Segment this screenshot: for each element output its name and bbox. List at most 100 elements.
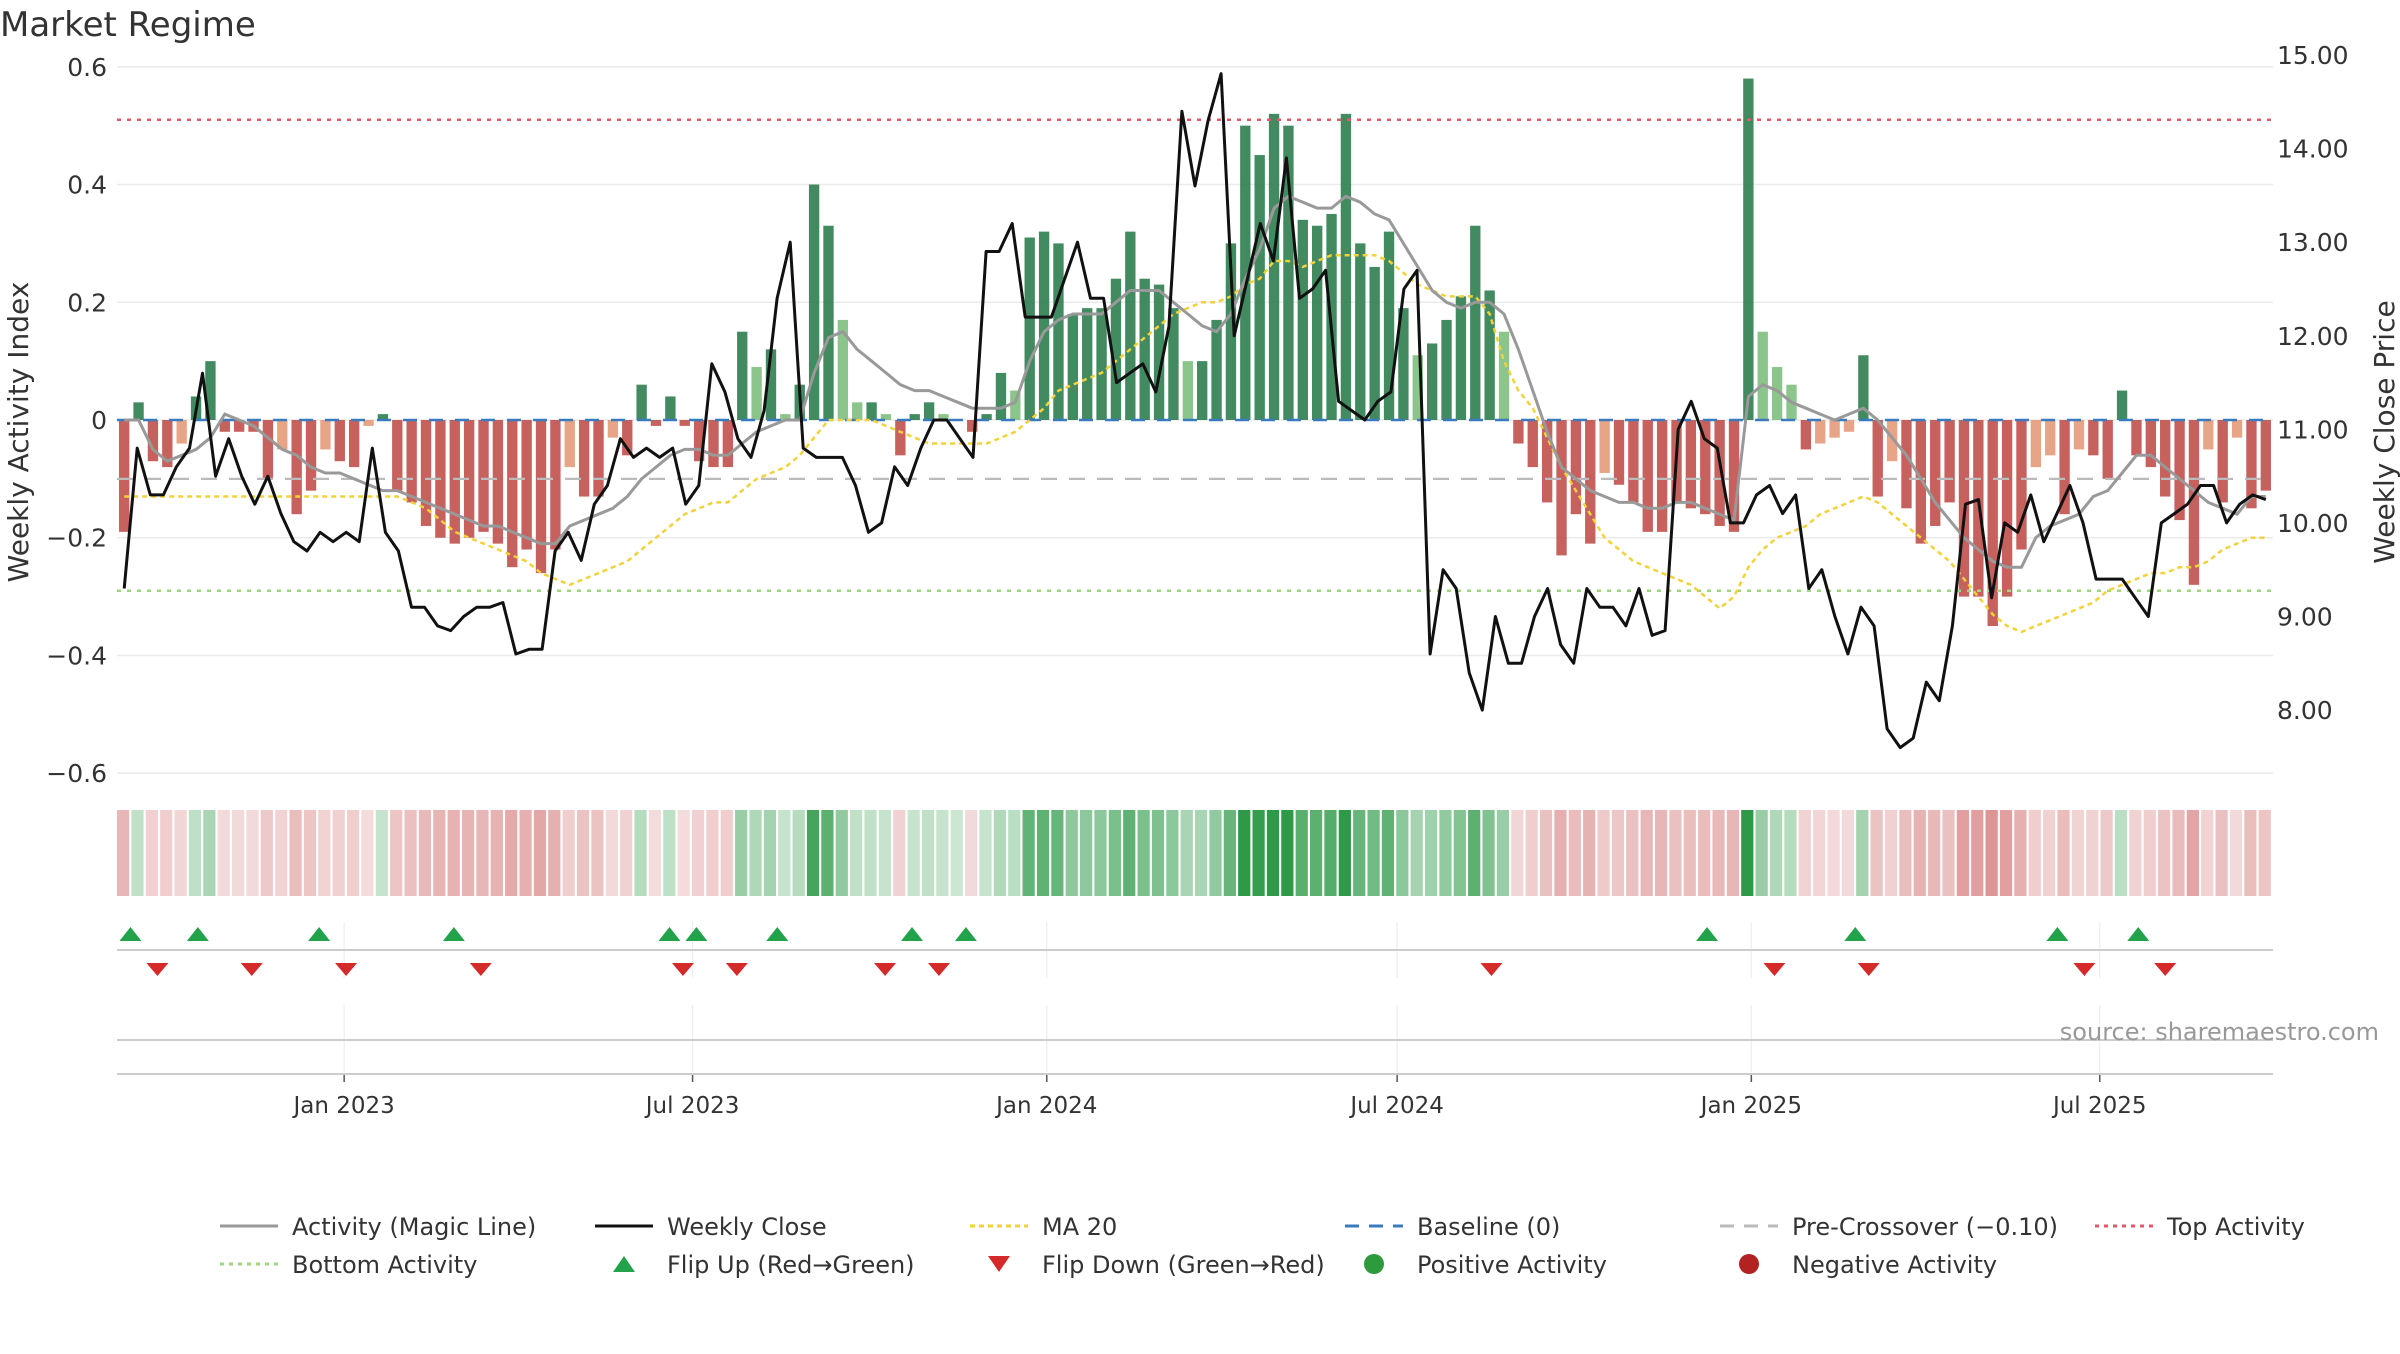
activity-bar (1743, 78, 1754, 420)
flip-up-marker (2046, 927, 2069, 941)
heat-cell (1468, 810, 1481, 896)
activity-bar (1570, 420, 1582, 515)
heat-cell (1410, 810, 1423, 896)
heat-cell (1726, 810, 1740, 896)
activity-bar (1987, 420, 1998, 627)
heat-cell (505, 810, 518, 896)
heat-cell (1195, 810, 1208, 896)
heat-cell (1080, 810, 1093, 896)
heat-cell (1108, 810, 1121, 896)
activity-bar (1369, 266, 1380, 420)
x-tick-label: Jul 2023 (644, 1093, 740, 1119)
heat-cell (1051, 810, 1064, 896)
heat-cell (921, 810, 935, 896)
activity-bar (1771, 367, 1783, 420)
heat-cell (1856, 810, 1869, 896)
legend-label: Flip Up (Red→Green) (667, 1251, 915, 1279)
activity-bar (1268, 113, 1280, 420)
heat-cell (1611, 810, 1625, 896)
heat-cell (1238, 810, 1251, 896)
activity-bar (578, 420, 590, 497)
activity-bar (1930, 420, 1941, 526)
axes: 0.6 0.4 0.2 0 −0.2 −0.4 −0.6 15.00 14.00 13.00 12.… (46, 41, 2348, 1119)
x-tick-label: Jul 2024 (1348, 1093, 1444, 1119)
heat-cell (1956, 810, 1970, 896)
activity-bar (478, 420, 489, 532)
activity-bar (1211, 319, 1222, 420)
heat-cell (620, 810, 633, 896)
activity-bar (119, 420, 130, 532)
y-tick-left: 0.4 (67, 171, 107, 200)
activity-bar (837, 319, 849, 420)
heat-cell (821, 810, 834, 896)
heat-cell (1453, 810, 1466, 896)
heat-cell (1784, 810, 1797, 896)
activity-bar (147, 420, 159, 462)
activity-bar (693, 420, 705, 462)
activity-bar (995, 372, 1007, 420)
activity-bar (1556, 420, 1567, 556)
activity-bar (564, 420, 575, 468)
heat-cell (1353, 810, 1366, 896)
activity-bar (205, 361, 216, 420)
heat-cell (1381, 810, 1395, 896)
activity-bar (607, 420, 619, 438)
activity-bar (2145, 420, 2157, 468)
weekly-close-line (122, 72, 2267, 750)
flip-down-marker (2154, 963, 2177, 976)
heat-cell (2258, 810, 2271, 896)
activity-bar (679, 420, 690, 426)
activity-bar (1685, 420, 1697, 509)
activity-bar (1455, 296, 1467, 420)
activity-bar (2088, 420, 2099, 456)
activity-bar (521, 420, 532, 550)
heat-cell (806, 810, 820, 896)
flip-up-marker (766, 927, 789, 941)
heat-cell (1539, 810, 1553, 896)
activity-bar (492, 420, 504, 544)
heat-cell (1769, 810, 1783, 896)
activity-bar (665, 396, 676, 420)
heat-cell (375, 810, 388, 896)
heat-cell (1597, 810, 1610, 896)
activity-bar (233, 420, 245, 432)
heat-cell (1712, 810, 1725, 896)
flip-down-marker (725, 963, 748, 976)
heat-cell (850, 810, 863, 896)
heat-cell (1482, 810, 1495, 896)
activity-bar (823, 225, 834, 420)
heat-cell (1223, 810, 1236, 896)
activity-bar (320, 420, 331, 450)
heat-cell (289, 810, 302, 896)
heat-cell (318, 810, 331, 896)
heat-cell (1554, 810, 1567, 896)
activity-bar (420, 420, 432, 526)
heat-cell (878, 810, 892, 896)
heat-cell (706, 810, 719, 896)
heat-cell (1266, 810, 1280, 896)
activity-bar (1872, 420, 1883, 497)
activity-bar (1283, 125, 1294, 420)
heat-cell (1654, 810, 1668, 896)
activity-bar (1355, 243, 1366, 420)
activity-bar (866, 402, 877, 420)
flip-down-marker (146, 963, 169, 976)
y-tick-right: 13.00 (2277, 228, 2349, 257)
activity-bar (463, 420, 475, 538)
activity-bar (2001, 420, 2013, 597)
heat-cell (2158, 810, 2171, 896)
activity-bar (1024, 237, 1035, 420)
heat-cell (1999, 810, 2013, 896)
heat-cell (1884, 810, 1898, 896)
grid (117, 66, 2273, 1072)
legend-swatch (1739, 1254, 1759, 1274)
heat-cell (2114, 810, 2128, 896)
heat-cell (203, 810, 216, 896)
heat-cell (792, 810, 805, 896)
flip-down-marker (1480, 963, 1503, 976)
heat-cell (332, 810, 345, 896)
y-tick-left: −0.2 (46, 524, 107, 553)
heat-cell (1583, 810, 1596, 896)
heat-cell (1698, 810, 1711, 896)
activity-bar (2131, 420, 2142, 456)
